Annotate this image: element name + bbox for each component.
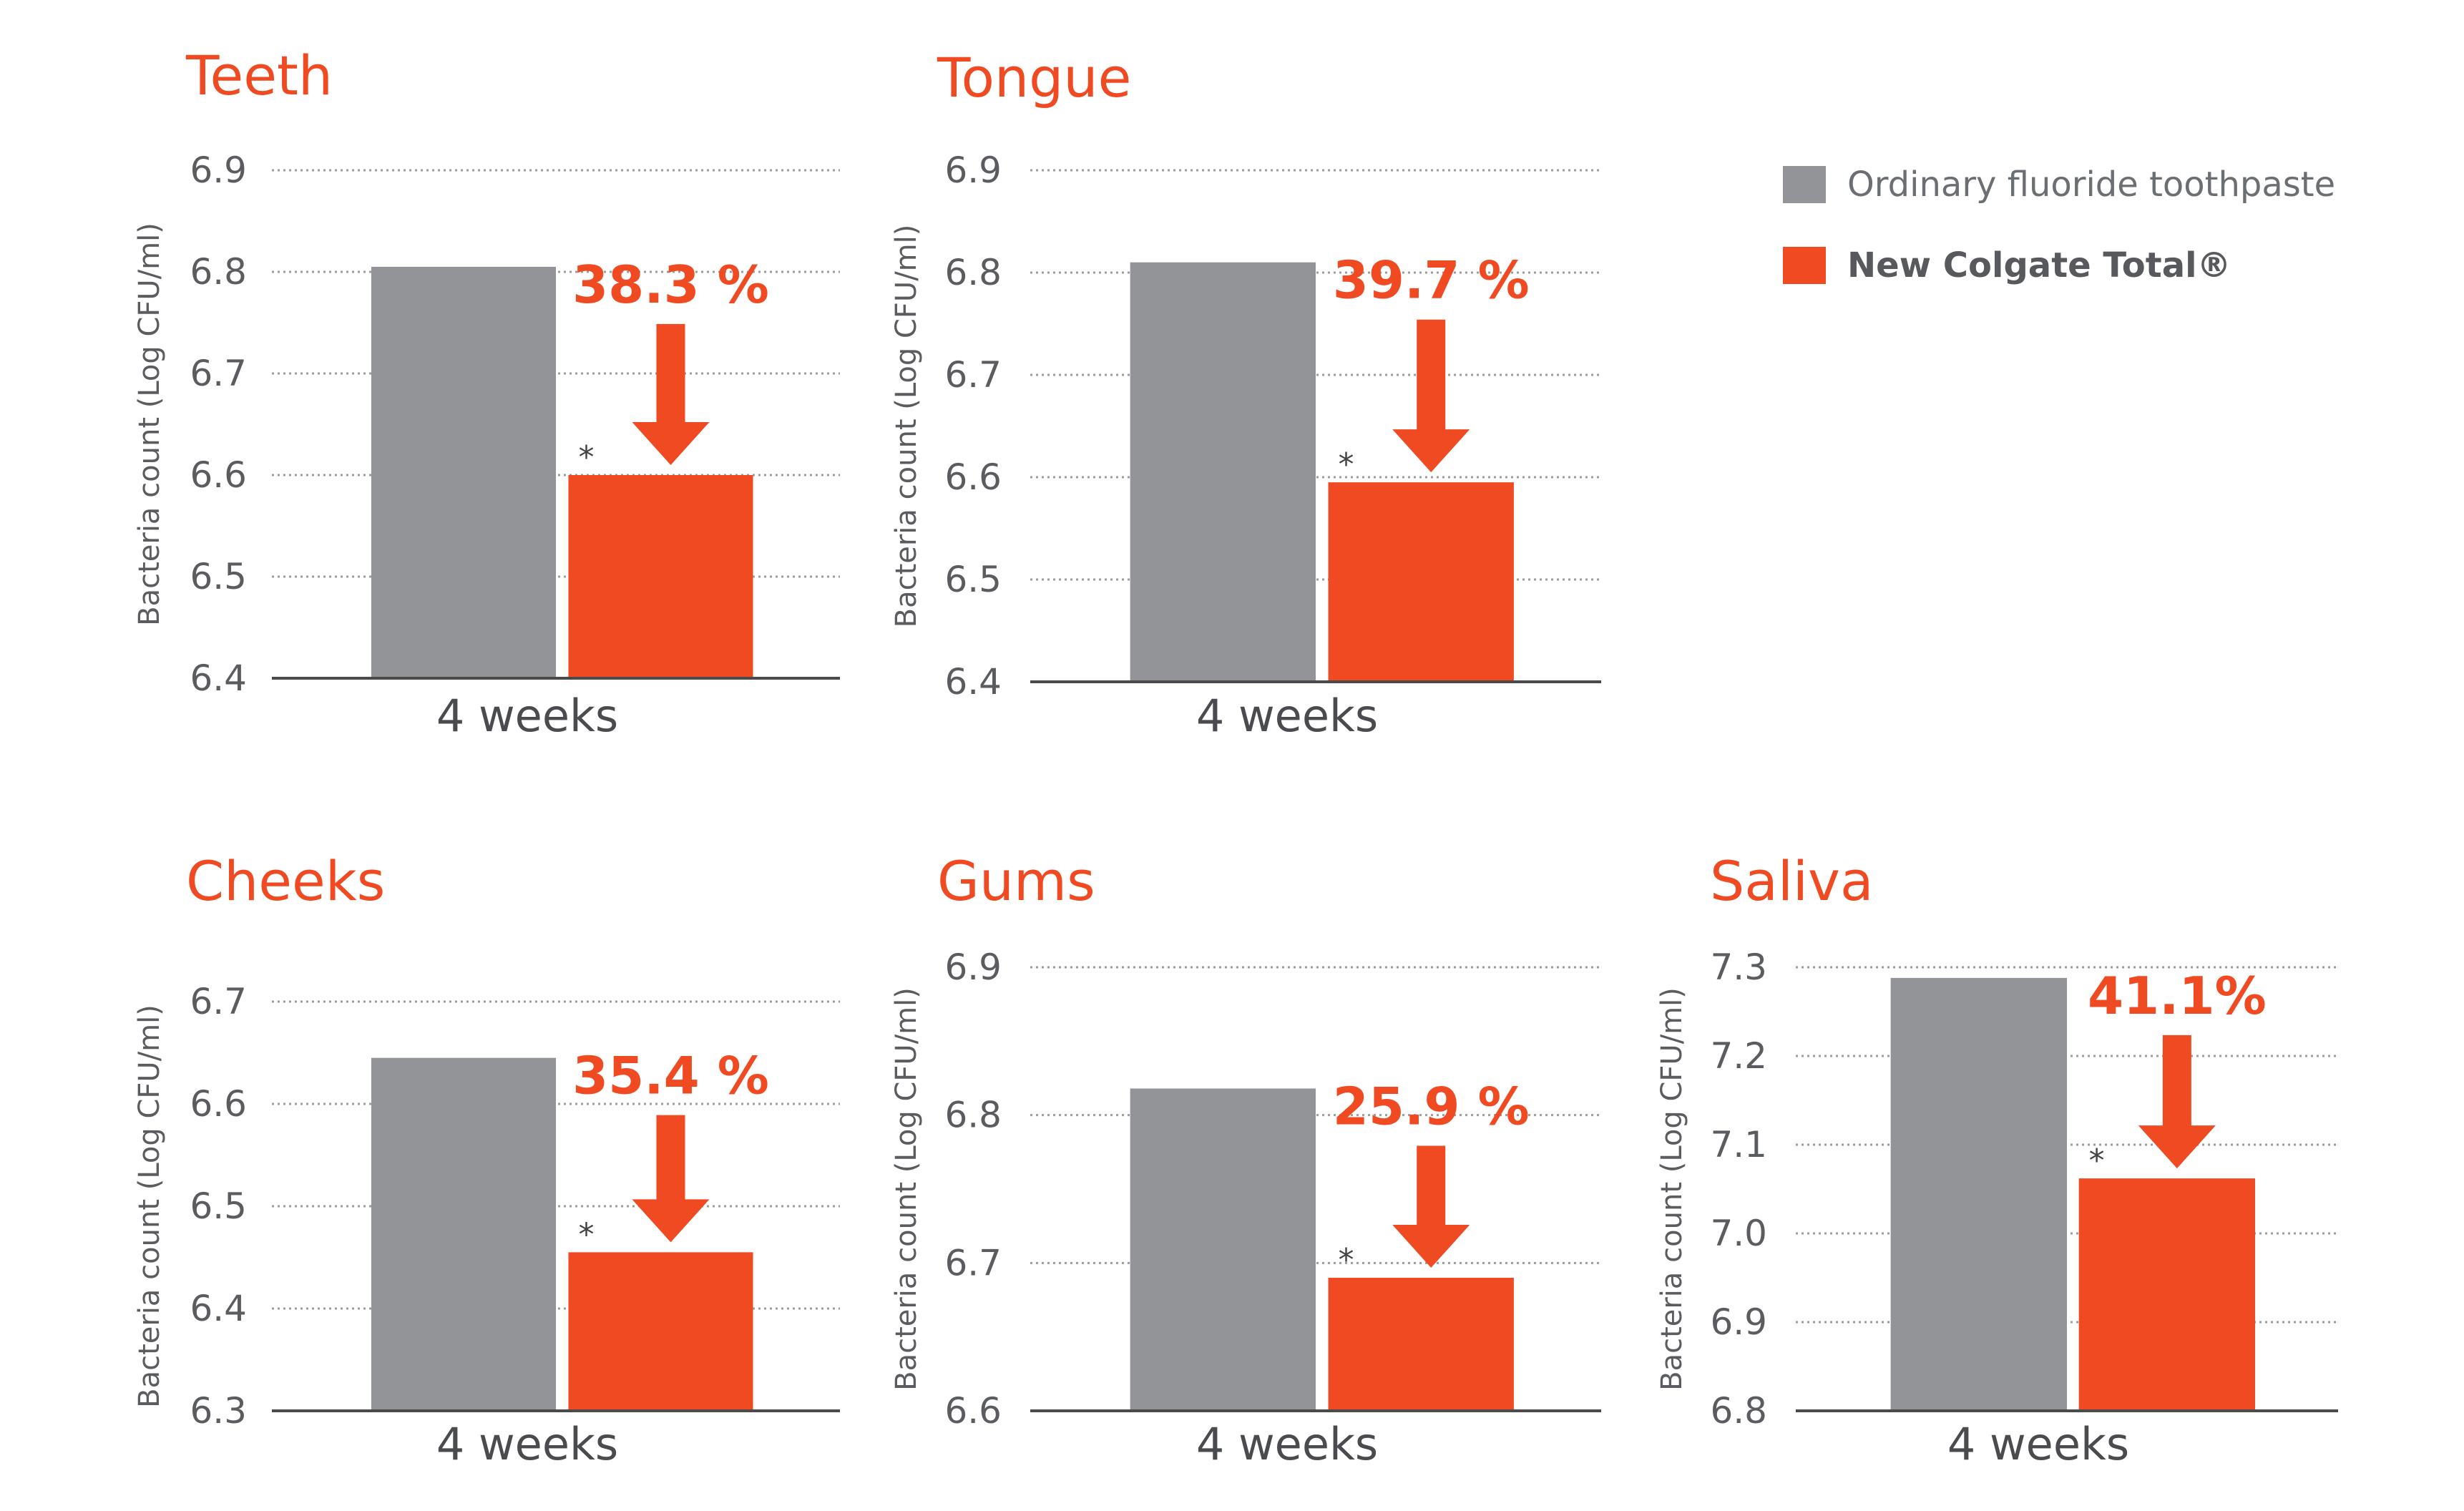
- cheeks-y-tick-label: 6.5: [190, 1185, 247, 1227]
- gums-x-category-label: 4 weeks: [1196, 1418, 1378, 1470]
- gums-significance-marker: *: [1339, 1242, 1354, 1278]
- saliva-x-category-label: 4 weeks: [1947, 1418, 2129, 1470]
- legend-swatch-ordinary: [1783, 166, 1826, 203]
- cheeks-y-tick-label: 6.3: [190, 1390, 247, 1432]
- tongue-bar-colgate: [1328, 482, 1514, 682]
- tongue-y-axis-label: Bacteria count (Log CFU/ml): [890, 225, 923, 628]
- legend-item-ordinary: Ordinary fluoride toothpaste: [1783, 163, 2335, 206]
- tongue-reduction-label: 39.7 %: [1333, 250, 1530, 310]
- tongue-significance-marker: *: [1339, 446, 1354, 483]
- tongue-reduction-arrow-icon: [1392, 319, 1470, 473]
- saliva-reduction-arrow-icon: [2138, 1035, 2216, 1169]
- legend-item-colgate: New Colgate Total®: [1783, 244, 2335, 287]
- saliva-y-tick-label: 7.3: [1710, 947, 1767, 988]
- cheeks-bar-colgate: [568, 1252, 753, 1411]
- gums-chart-title: Gums: [937, 849, 1095, 913]
- cheeks-chart-title: Cheeks: [186, 849, 385, 913]
- teeth-y-axis-label: Bacteria count (Log CFU/ml): [133, 223, 166, 626]
- gums-reduction-label: 25.9 %: [1333, 1076, 1530, 1136]
- saliva-y-tick-label: 6.8: [1710, 1390, 1767, 1432]
- saliva-chart-title: Saliva: [1710, 849, 1874, 913]
- tongue-y-tick-label: 6.7: [944, 354, 1002, 396]
- legend-label-ordinary: Ordinary fluoride toothpaste: [1847, 165, 2336, 205]
- cheeks-bar-ordinary: [371, 1057, 556, 1411]
- saliva-y-tick-label: 7.0: [1710, 1213, 1767, 1254]
- gums-y-tick-label: 6.6: [944, 1390, 1002, 1432]
- cheeks-significance-marker: *: [578, 1216, 594, 1253]
- saliva-significance-marker: *: [2089, 1143, 2105, 1179]
- tongue-y-tick-label: 6.5: [944, 559, 1002, 600]
- cheeks-y-axis-label: Bacteria count (Log CFU/ml): [133, 1004, 166, 1408]
- saliva-y-axis-label: Bacteria count (Log CFU/ml): [1656, 987, 1688, 1391]
- teeth-significance-marker: *: [578, 439, 594, 476]
- legend-label-colgate: New Colgate Total®: [1847, 245, 2231, 285]
- cheeks-reduction-arrow-icon: [632, 1115, 710, 1243]
- teeth-y-tick-label: 6.7: [190, 353, 247, 394]
- cheeks-x-category-label: 4 weeks: [436, 1418, 618, 1470]
- gums-y-tick-label: 6.7: [944, 1242, 1002, 1283]
- gums-reduction-arrow-icon: [1392, 1145, 1470, 1268]
- teeth-y-tick-label: 6.9: [190, 150, 247, 191]
- teeth-x-category-label: 4 weeks: [436, 690, 618, 742]
- teeth-reduction-label: 38.3 %: [572, 255, 769, 315]
- saliva-bar-colgate: [2078, 1178, 2256, 1411]
- gums-y-tick-label: 6.9: [944, 947, 1002, 988]
- saliva-y-tick-label: 7.1: [1710, 1124, 1767, 1165]
- cheeks-y-tick-label: 6.6: [190, 1083, 247, 1125]
- saliva-y-tick-label: 6.9: [1710, 1301, 1767, 1343]
- tongue-chart-title: Tongue: [937, 46, 1131, 109]
- tongue-y-tick-label: 6.4: [944, 661, 1002, 703]
- gums-bar-colgate: [1328, 1278, 1514, 1411]
- legend: Ordinary fluoride toothpaste New Colgate…: [1783, 163, 2335, 325]
- gums-y-tick-label: 6.8: [944, 1095, 1002, 1136]
- saliva-y-tick-label: 7.2: [1710, 1035, 1767, 1077]
- cheeks-y-tick-label: 6.7: [190, 981, 247, 1022]
- teeth-y-tick-label: 6.6: [190, 454, 247, 496]
- tongue-y-tick-label: 6.8: [944, 252, 1002, 293]
- teeth-y-tick-label: 6.5: [190, 556, 247, 597]
- tongue-y-tick-label: 6.6: [944, 456, 1002, 498]
- tongue-bar-ordinary: [1130, 262, 1316, 682]
- cheeks-y-tick-label: 6.4: [190, 1288, 247, 1329]
- teeth-bar-colgate: [568, 475, 753, 678]
- cheeks-reduction-label: 35.4 %: [572, 1046, 769, 1106]
- gums-bar-ordinary: [1130, 1088, 1316, 1411]
- teeth-reduction-arrow-icon: [632, 323, 710, 465]
- teeth-chart-title: Teeth: [185, 44, 333, 107]
- teeth-bar-ordinary: [371, 266, 556, 678]
- teeth-y-tick-label: 6.4: [190, 657, 247, 699]
- tongue-y-tick-label: 6.9: [944, 150, 1002, 191]
- saliva-reduction-label: 41.1%: [2088, 966, 2267, 1026]
- tongue-x-category-label: 4 weeks: [1196, 690, 1378, 742]
- saliva-bar-ordinary: [1890, 977, 2067, 1411]
- legend-swatch-colgate: [1783, 247, 1826, 284]
- gums-y-axis-label: Bacteria count (Log CFU/ml): [890, 987, 923, 1391]
- teeth-y-tick-label: 6.8: [190, 251, 247, 293]
